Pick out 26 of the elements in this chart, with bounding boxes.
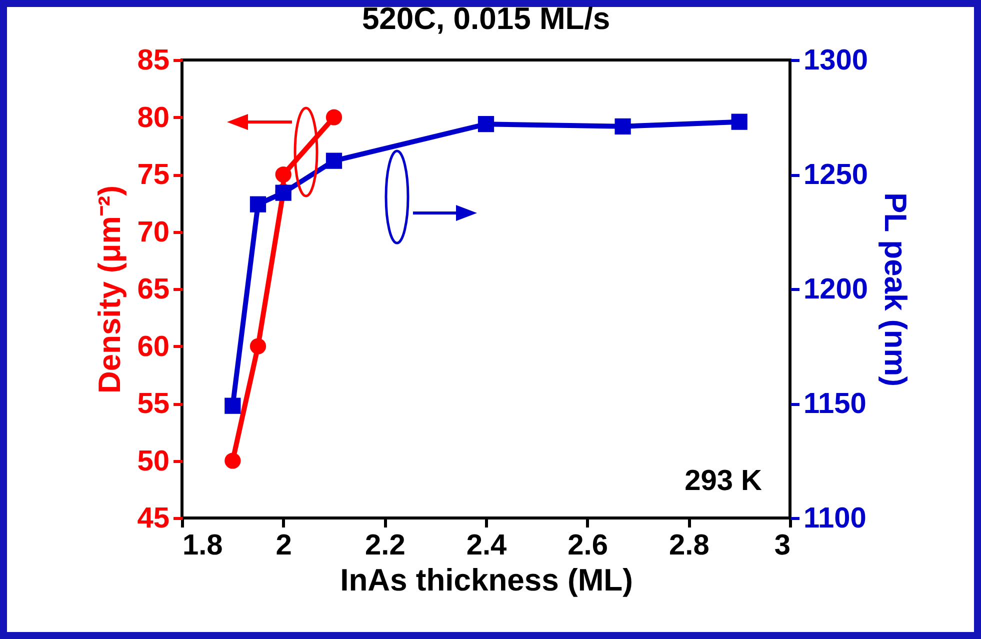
x-tick-label: 2.2 xyxy=(365,530,406,562)
y2-axis-title: PL peak (nm) xyxy=(878,192,914,387)
chart-title: 520C, 0.015 ML/s xyxy=(362,1,610,36)
y-tick-label: 70 xyxy=(137,216,170,248)
x-axis-title: InAs thickness (ML) xyxy=(340,562,633,598)
y-tick-label: 50 xyxy=(137,445,170,478)
x-tick-label: 2.6 xyxy=(568,530,608,562)
y-tick-label: 80 xyxy=(137,102,170,134)
y2-tick-label: 1300 xyxy=(804,44,868,76)
y-tick-label: 45 xyxy=(137,502,170,534)
x-tick-label: 2.8 xyxy=(669,530,710,562)
annotation: 293 K xyxy=(684,465,762,497)
x-tick-label: 3 xyxy=(774,530,790,562)
y-tick-label: 85 xyxy=(137,44,170,76)
y-tick-label: 65 xyxy=(137,274,170,306)
y2-tick-label: 1200 xyxy=(804,274,868,306)
y2-tick-label: 1250 xyxy=(804,159,868,191)
y2-tick-label: 1150 xyxy=(804,388,866,420)
x-tick-label: 2.4 xyxy=(466,530,507,562)
y-tick-label: 55 xyxy=(137,388,170,420)
y-tick-label: 60 xyxy=(137,330,170,363)
y-axis-title: Density (μm⁻²) xyxy=(92,185,128,394)
y-tick-label: 75 xyxy=(137,159,170,191)
x-tick-label: 1.8 xyxy=(182,530,223,562)
y2-tick-label: 1100 xyxy=(804,502,866,534)
x-tick-label: 2 xyxy=(276,530,292,562)
